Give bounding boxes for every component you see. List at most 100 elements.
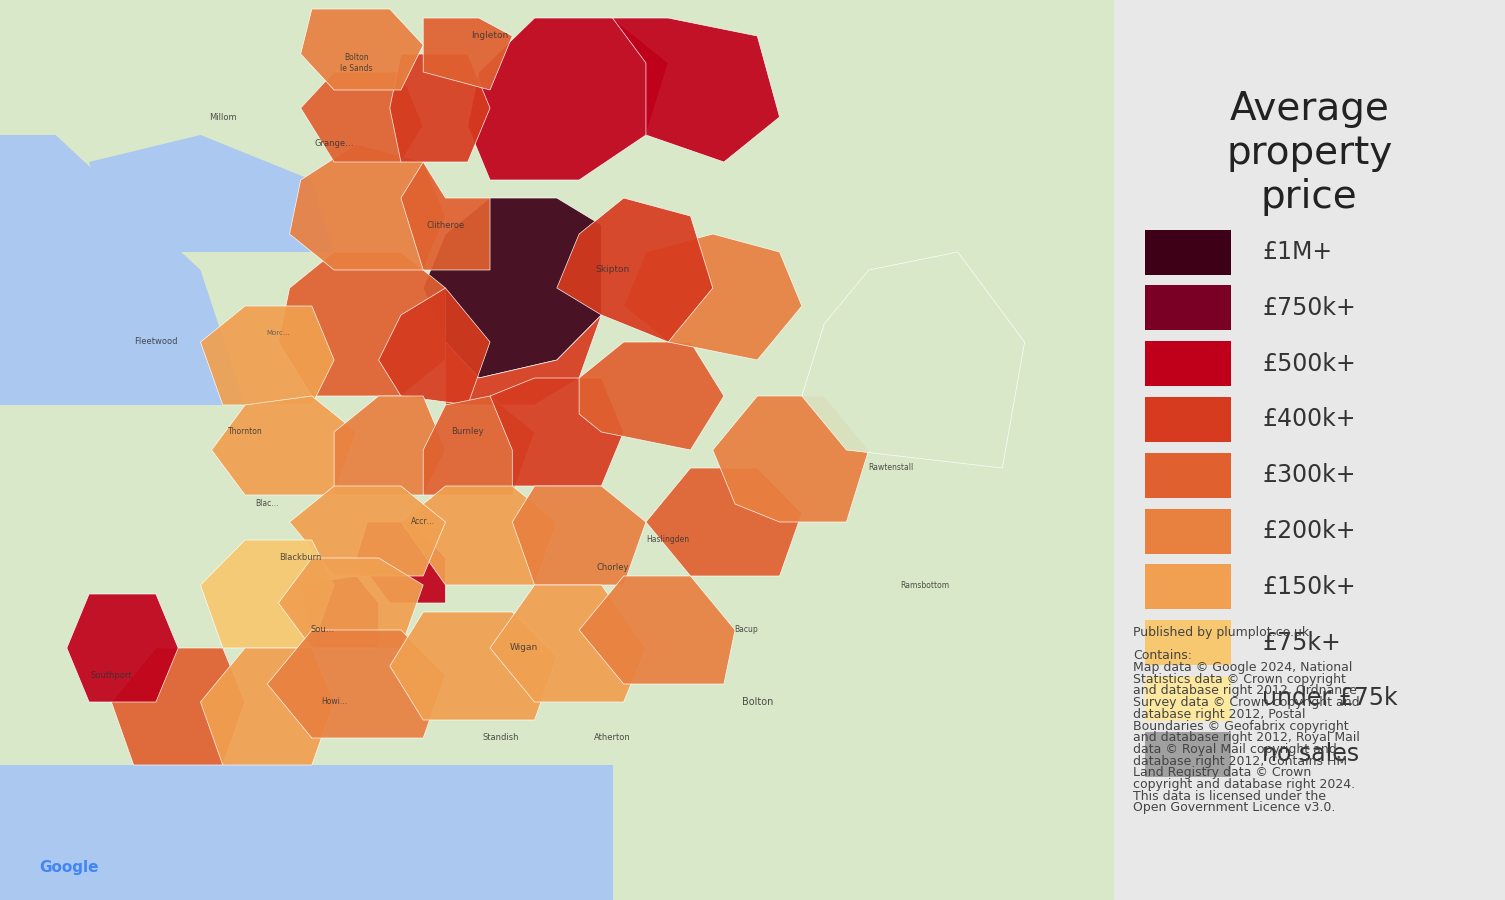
Polygon shape — [557, 198, 713, 342]
Polygon shape — [278, 558, 423, 648]
Text: Bolton
le Sands: Bolton le Sands — [340, 53, 373, 73]
Text: and database right 2012, Ordnance: and database right 2012, Ordnance — [1133, 685, 1358, 698]
FancyBboxPatch shape — [1145, 230, 1231, 274]
Text: data © Royal Mail copyright and: data © Royal Mail copyright and — [1133, 743, 1336, 756]
Polygon shape — [423, 396, 534, 495]
Polygon shape — [200, 648, 334, 765]
Text: and database right 2012, Royal Mail: and database right 2012, Royal Mail — [1133, 732, 1361, 744]
Polygon shape — [445, 315, 602, 405]
Text: Sou…: Sou… — [312, 626, 336, 634]
Polygon shape — [423, 18, 512, 90]
Text: Map data © Google 2024, National: Map data © Google 2024, National — [1133, 662, 1353, 674]
Polygon shape — [400, 162, 491, 270]
Text: £400k+: £400k+ — [1263, 408, 1356, 431]
Text: Atherton: Atherton — [594, 734, 631, 742]
Text: Survey data © Crown copyright and: Survey data © Crown copyright and — [1133, 697, 1361, 709]
Text: Open Government Licence v3.0.: Open Government Licence v3.0. — [1133, 802, 1335, 814]
Text: £150k+: £150k+ — [1263, 575, 1356, 598]
Text: Chorley: Chorley — [596, 562, 629, 572]
Text: Ingleton: Ingleton — [471, 32, 509, 40]
Text: Published by plumplot.co.uk.: Published by plumplot.co.uk. — [1133, 626, 1314, 639]
Polygon shape — [468, 18, 668, 180]
Polygon shape — [289, 486, 445, 576]
Text: Ramsbottom: Ramsbottom — [900, 580, 950, 590]
Text: Fleetwood: Fleetwood — [134, 338, 178, 346]
FancyBboxPatch shape — [1145, 508, 1231, 554]
FancyBboxPatch shape — [1145, 564, 1231, 609]
Polygon shape — [268, 630, 445, 738]
Polygon shape — [491, 378, 623, 486]
Polygon shape — [491, 585, 646, 702]
Text: Howi…: Howi… — [321, 698, 348, 706]
Text: Land Registry data © Crown: Land Registry data © Crown — [1133, 767, 1311, 779]
Text: Bolton: Bolton — [742, 697, 774, 707]
Polygon shape — [357, 522, 445, 603]
Text: £1M+: £1M+ — [1263, 240, 1332, 264]
Polygon shape — [200, 540, 334, 648]
Polygon shape — [423, 198, 602, 378]
Text: Clitheroe: Clitheroe — [426, 220, 465, 230]
FancyBboxPatch shape — [1145, 453, 1231, 498]
Text: Wigan: Wigan — [509, 644, 537, 652]
Text: £750k+: £750k+ — [1263, 296, 1356, 320]
Polygon shape — [301, 9, 423, 90]
Text: £500k+: £500k+ — [1263, 352, 1356, 375]
Text: Blackburn: Blackburn — [280, 554, 322, 562]
Text: database right 2012, Postal: database right 2012, Postal — [1133, 708, 1306, 721]
Text: Contains:: Contains: — [1133, 650, 1192, 662]
Polygon shape — [613, 18, 780, 162]
FancyBboxPatch shape — [1145, 341, 1231, 386]
FancyBboxPatch shape — [0, 0, 1114, 900]
Polygon shape — [512, 486, 646, 585]
Polygon shape — [278, 252, 445, 396]
Polygon shape — [200, 306, 334, 405]
Text: Thornton: Thornton — [227, 428, 262, 436]
Text: Skipton: Skipton — [596, 266, 629, 274]
Text: Millom: Millom — [209, 112, 236, 122]
Polygon shape — [0, 765, 613, 900]
Text: Haslingden: Haslingden — [647, 536, 689, 544]
Text: Southport: Southport — [90, 670, 132, 680]
Polygon shape — [89, 135, 334, 252]
Polygon shape — [646, 468, 802, 576]
Polygon shape — [390, 54, 491, 162]
Text: Grange…: Grange… — [315, 140, 354, 148]
Polygon shape — [334, 396, 445, 495]
Polygon shape — [301, 72, 423, 162]
Text: £75k+: £75k+ — [1263, 631, 1341, 654]
Text: Rawtenstall: Rawtenstall — [868, 464, 914, 472]
Polygon shape — [623, 234, 802, 360]
Text: £200k+: £200k+ — [1263, 519, 1356, 543]
Polygon shape — [579, 576, 734, 684]
Polygon shape — [390, 612, 557, 720]
FancyBboxPatch shape — [1145, 732, 1231, 777]
Text: Average
property
price: Average property price — [1227, 90, 1392, 216]
Polygon shape — [212, 396, 357, 495]
Polygon shape — [579, 342, 724, 450]
Text: This data is licensed under the: This data is licensed under the — [1133, 790, 1326, 803]
Text: no sales: no sales — [1263, 742, 1359, 766]
Text: Morc…: Morc… — [266, 330, 290, 336]
Polygon shape — [111, 648, 245, 765]
Polygon shape — [802, 252, 1025, 468]
Polygon shape — [379, 288, 491, 405]
Text: Bacup: Bacup — [734, 626, 759, 634]
Text: copyright and database right 2024.: copyright and database right 2024. — [1133, 778, 1356, 791]
FancyBboxPatch shape — [1145, 285, 1231, 330]
Text: Google: Google — [39, 860, 98, 875]
Polygon shape — [66, 594, 178, 702]
Text: Statistics data © Crown copyright: Statistics data © Crown copyright — [1133, 673, 1345, 686]
Text: database right 2012, Contains HM: database right 2012, Contains HM — [1133, 755, 1347, 768]
Polygon shape — [713, 396, 868, 522]
Polygon shape — [301, 576, 379, 648]
Text: Accr…: Accr… — [411, 518, 435, 526]
Polygon shape — [289, 144, 445, 270]
Text: under £75k: under £75k — [1263, 687, 1398, 710]
Text: Burnley: Burnley — [452, 428, 485, 436]
Text: Boundaries © Geofabrix copyright: Boundaries © Geofabrix copyright — [1133, 720, 1348, 733]
FancyBboxPatch shape — [1145, 397, 1231, 442]
FancyBboxPatch shape — [1145, 676, 1231, 721]
Text: Blac…: Blac… — [256, 500, 278, 508]
Polygon shape — [400, 486, 557, 585]
Text: Standish: Standish — [483, 734, 519, 742]
